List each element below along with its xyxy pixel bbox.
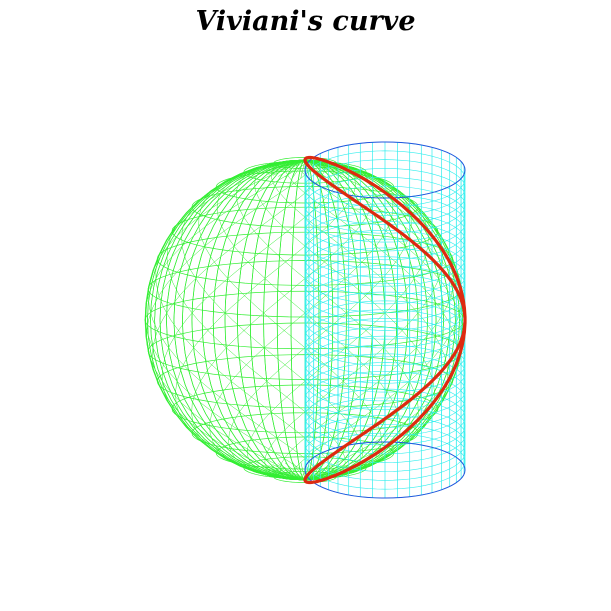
cylinder-wireframe xyxy=(304,141,466,499)
viviani-curve xyxy=(303,155,467,485)
page-title: Viviani's curve xyxy=(195,6,416,37)
